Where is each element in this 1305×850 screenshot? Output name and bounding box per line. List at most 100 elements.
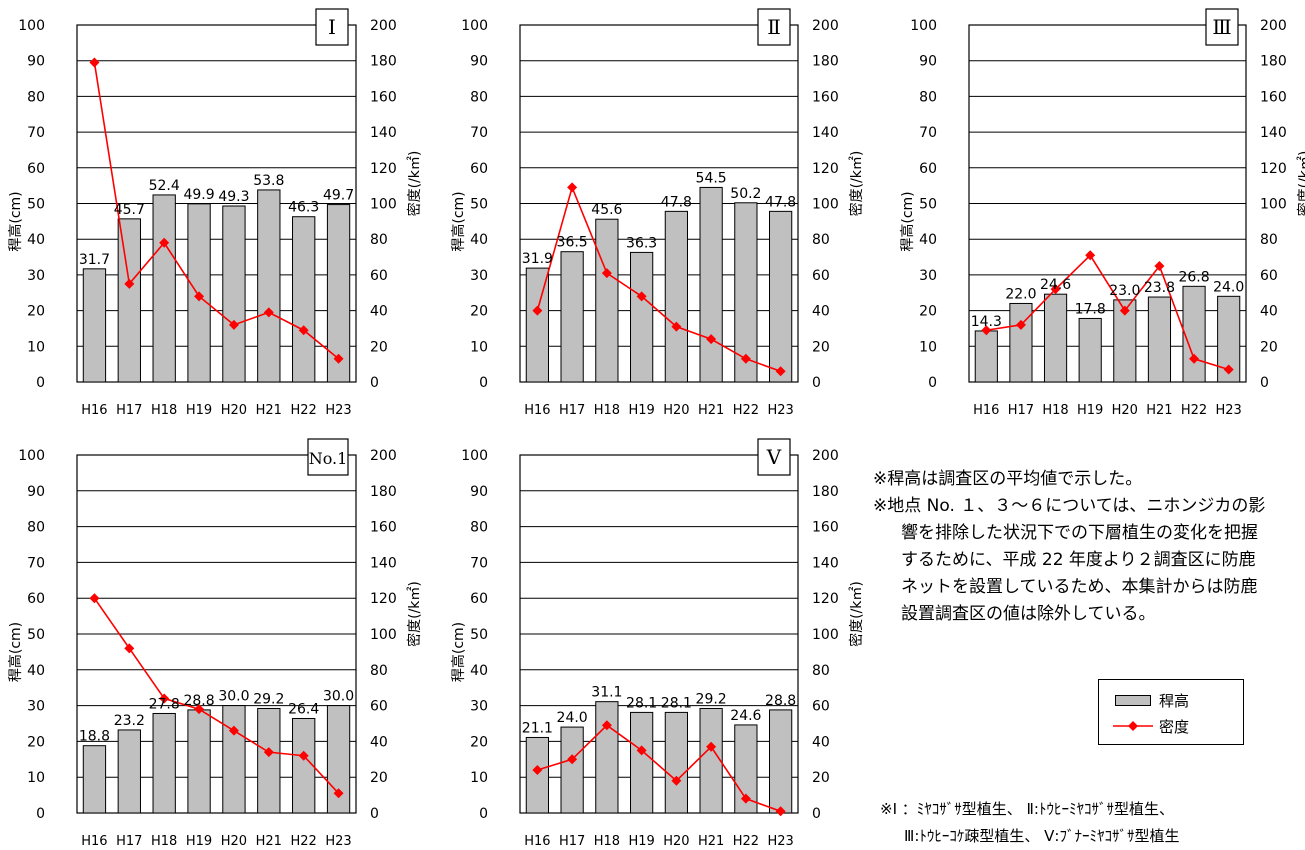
density-marker — [706, 741, 717, 752]
y-axis-title: 稈高(cm) — [7, 622, 24, 682]
density-marker — [124, 278, 135, 289]
y-tick-label: 50 — [919, 197, 937, 213]
density-marker — [775, 366, 786, 377]
bar — [257, 189, 281, 383]
x-tick-label: H22 — [1181, 403, 1207, 418]
y-tick-label: 20 — [27, 304, 45, 320]
bar — [560, 726, 584, 814]
bar-value-label: 18.8 — [79, 729, 110, 745]
y2-tick-label: 40 — [812, 304, 830, 320]
y-tick-label: 90 — [919, 54, 937, 70]
x-tick-label: H17 — [559, 834, 585, 849]
density-marker — [740, 793, 751, 804]
panel-label: No.1 — [309, 449, 348, 468]
density-marker — [567, 182, 578, 193]
bar-value-label: 23.2 — [114, 713, 145, 729]
bar-value-label: 21.1 — [522, 720, 553, 736]
y2-tick-label: 80 — [1260, 232, 1278, 248]
density-marker — [298, 325, 309, 336]
y2-tick-label: 160 — [1260, 89, 1287, 105]
panel-label-box — [757, 438, 791, 476]
y2-tick-label: 40 — [370, 734, 388, 750]
density-line — [536, 184, 781, 373]
density-marker — [89, 593, 100, 604]
bar — [630, 251, 654, 383]
density-marker — [671, 321, 682, 332]
note-line: ※地点 No. １、３～６については、ニホンジカの影 — [873, 496, 1266, 516]
density-marker — [1085, 250, 1096, 261]
y-tick-label: 70 — [919, 125, 937, 141]
y2-tick-label: 0 — [370, 375, 379, 391]
bar — [257, 707, 281, 814]
y2-tick-label: 40 — [370, 304, 388, 320]
legend-bar-label: 稈高 — [1159, 691, 1190, 710]
bar-value-label: 52.4 — [149, 178, 180, 194]
bar-value-label: 24.0 — [1213, 279, 1244, 295]
bar — [1043, 293, 1068, 383]
y2-tick-label: 140 — [370, 555, 397, 571]
y-tick-label: 20 — [27, 734, 45, 750]
x-tick-label: H18 — [1042, 403, 1068, 418]
y2-tick-label: 120 — [370, 161, 397, 177]
y2-tick-label: 120 — [1260, 161, 1287, 177]
y2-tick-label: 60 — [1260, 268, 1278, 284]
y-tick-label: 0 — [36, 375, 45, 391]
density-marker — [1189, 353, 1200, 364]
y-tick-label: 0 — [479, 375, 488, 391]
x-tick-label: H23 — [325, 834, 351, 849]
y2-tick-label: 140 — [1260, 125, 1287, 141]
bar — [595, 218, 619, 383]
bar-value-label: 54.5 — [696, 170, 727, 186]
footnotes-block: ※Ⅰ ：ﾐﾔｺｻﾞｻ型植生、 Ⅱ:ﾄｳﾋｰﾐﾔｺｻﾞｻ型植生、 Ⅲ:ﾄｳﾋｰｺｹ… — [880, 796, 1305, 850]
y-tick-label: 90 — [27, 54, 45, 70]
y-tick-label: 70 — [470, 125, 488, 141]
x-tick-label: H23 — [325, 403, 351, 418]
y2-tick-label: 100 — [370, 627, 397, 643]
y-tick-label: 90 — [27, 484, 45, 500]
y2-tick-label: 120 — [812, 591, 839, 607]
bar — [525, 267, 549, 383]
x-tick-label: H18 — [151, 834, 177, 849]
note-line: するために、平成 22 年度より２調査区に防鹿 — [901, 550, 1256, 570]
x-tick-label: H20 — [663, 403, 689, 418]
y-tick-label: 0 — [479, 806, 488, 822]
x-tick-label: H21 — [1146, 403, 1172, 418]
panel-label: Ⅲ — [1212, 15, 1231, 39]
x-tick-label: H16 — [81, 834, 107, 849]
y2-tick-label: 40 — [1260, 304, 1278, 320]
bar-value-label: 45.6 — [591, 202, 622, 218]
panel-label-box — [1205, 8, 1239, 46]
bar-value-label: 49.3 — [218, 189, 249, 205]
bar-value-label: 46.3 — [288, 200, 319, 216]
bar — [222, 205, 246, 383]
y2-tick-label: 40 — [812, 734, 830, 750]
y-tick-label: 30 — [919, 268, 937, 284]
density-marker — [636, 291, 647, 302]
bar — [525, 736, 549, 814]
panel-label-box — [757, 8, 791, 46]
bar-value-label: 26.8 — [1178, 269, 1209, 285]
x-tick-label: H21 — [256, 834, 282, 849]
bar-value-label: 23.0 — [1109, 283, 1140, 299]
bar-value-label: 31.9 — [522, 251, 553, 267]
bar-value-label: 29.2 — [696, 691, 727, 707]
bar — [152, 712, 176, 814]
legend-item-bar: 稈高 — [1099, 690, 1243, 710]
bar-value-label: 30.0 — [323, 689, 354, 705]
note-line: 響を排除した状況下での下層植生の変化を把握 — [901, 523, 1258, 543]
y2-tick-label: 80 — [812, 232, 830, 248]
bar — [292, 216, 316, 383]
y-tick-label: 50 — [470, 627, 488, 643]
bar-value-label: 50.2 — [730, 186, 761, 202]
bar-value-label: 24.6 — [1040, 277, 1071, 293]
y2-tick-label: 160 — [812, 520, 839, 536]
chart-panel-V: 0 10 20 30 40 50 60 70 80 90 100 0 20 40 60 80 100 120 140… — [450, 438, 865, 849]
bar — [699, 707, 723, 814]
density-marker — [333, 353, 344, 364]
plot-frame — [519, 24, 799, 383]
chart-panel-I: 0 10 20 30 40 50 60 70 80 90 100 0 20 40 60 80 100 120 140… — [7, 8, 423, 418]
y-tick-label: 30 — [27, 699, 45, 715]
y-axis-title: 稈高(cm) — [450, 191, 467, 251]
y-tick-label: 100 — [18, 448, 45, 464]
density-marker — [228, 319, 239, 330]
